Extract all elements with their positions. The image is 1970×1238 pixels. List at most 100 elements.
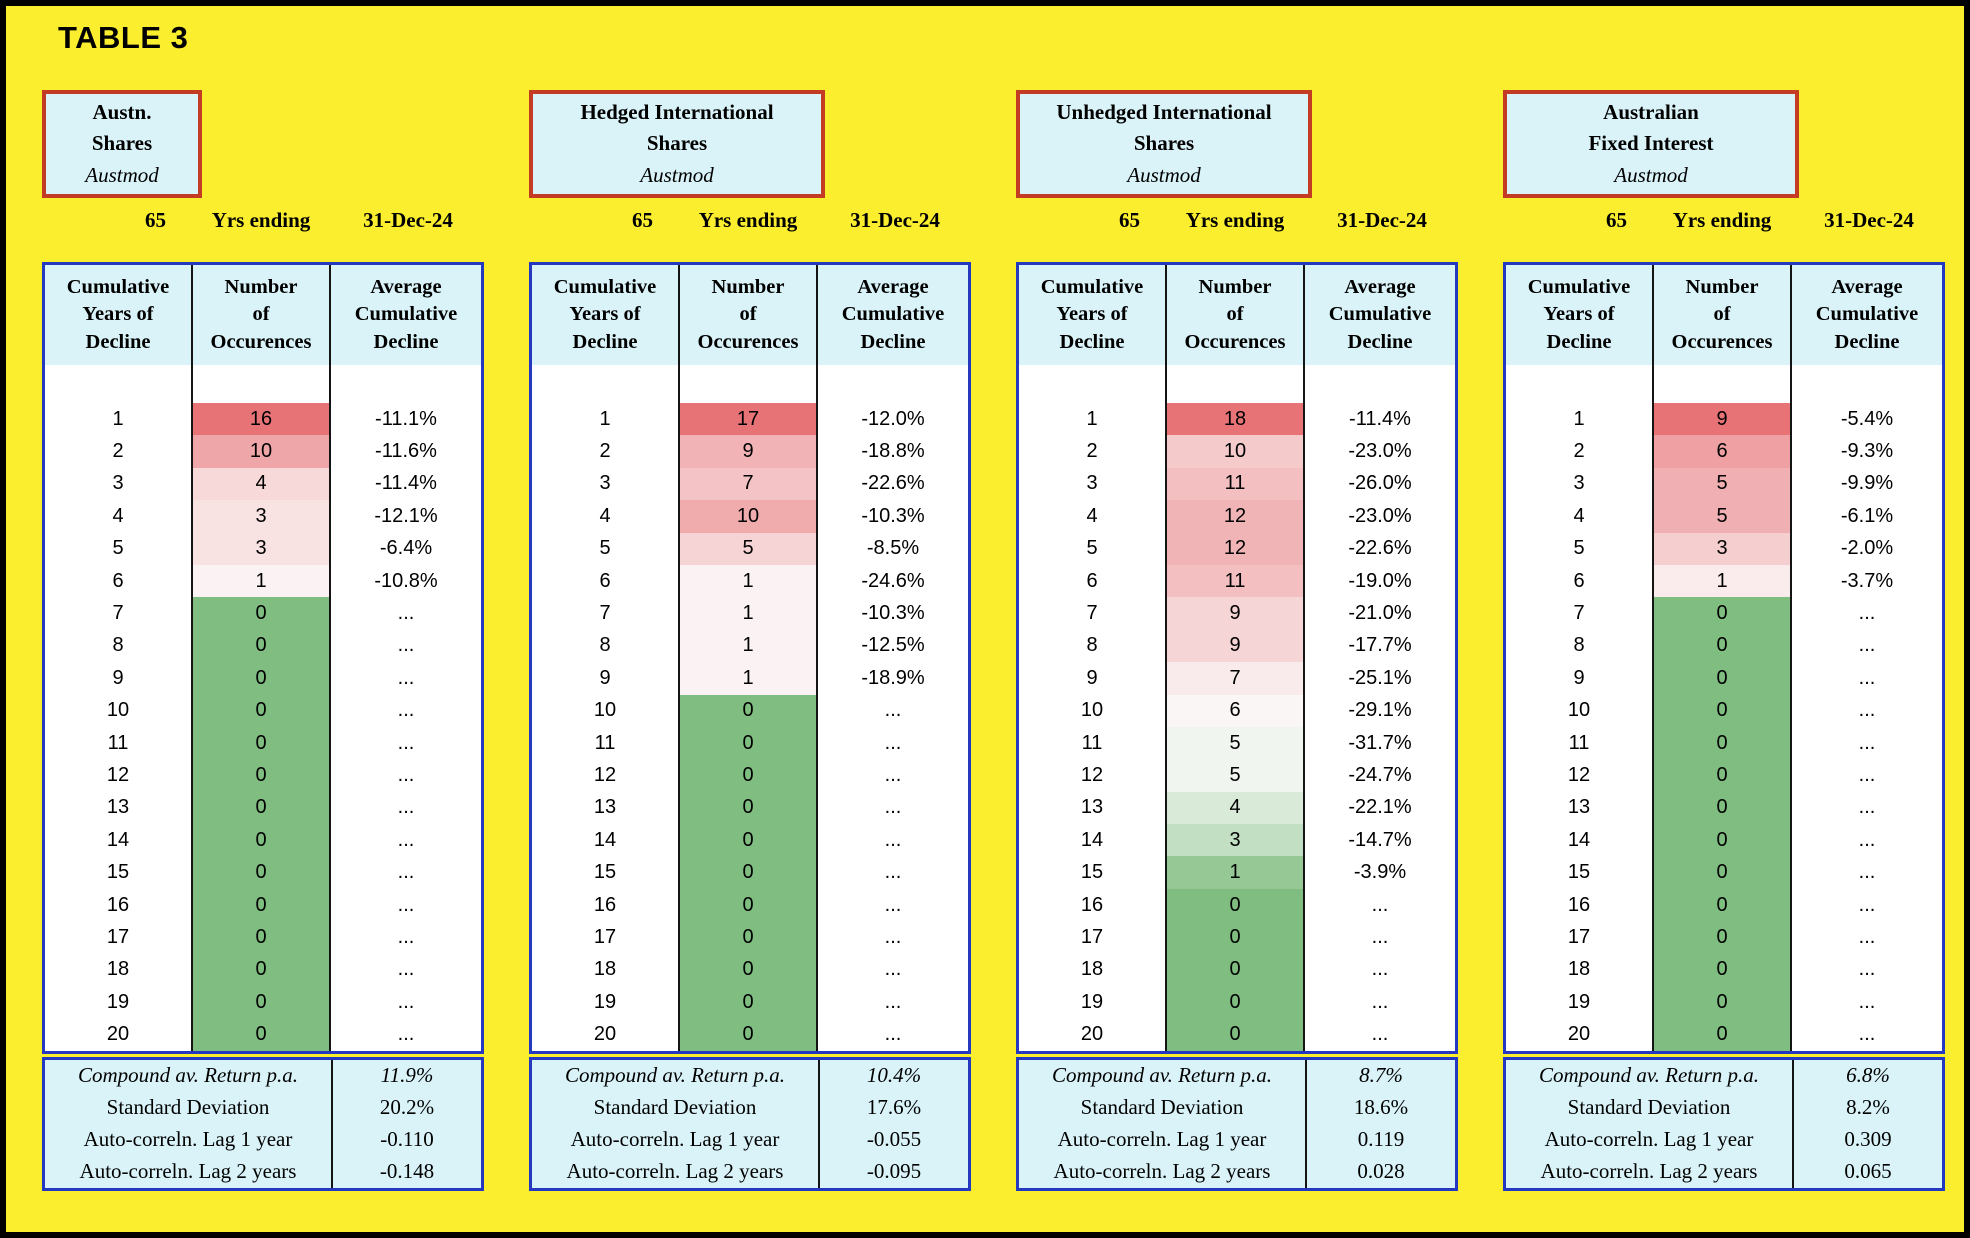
- occurrences-cell: 0: [191, 986, 331, 1019]
- occurrences-cell: 7: [1165, 662, 1305, 695]
- decline-cell: ...: [884, 861, 902, 884]
- stats-row: Auto-correln. Lag 1 year 0.119: [1019, 1123, 1455, 1156]
- spacer-row: [1019, 365, 1455, 403]
- occurrences-cell: 10: [191, 435, 331, 468]
- occurrences-cell: 1: [678, 629, 818, 663]
- occurrences-cell: 0: [191, 629, 331, 663]
- asset-header-box: Austn. Shares Austmod: [42, 90, 202, 198]
- data-row: 16 0...: [1506, 888, 1942, 922]
- occurrences-cell: 0: [678, 726, 818, 760]
- years-cell: 3: [1573, 472, 1585, 495]
- occurrences-cell: 0: [1165, 986, 1305, 1019]
- decline-cell: ...: [1371, 1023, 1389, 1046]
- data-row: 8 0...: [45, 629, 481, 663]
- period-end-date: 31-Dec-24: [1824, 207, 1914, 232]
- period-years: 65: [1606, 207, 1627, 232]
- data-row: 20 0...: [532, 1018, 968, 1051]
- occurrences-cell: 0: [678, 694, 818, 727]
- years-cell: 16: [106, 893, 130, 916]
- years-cell: 15: [593, 861, 617, 884]
- data-row: 20 0...: [45, 1018, 481, 1051]
- stats-value: 0.119: [1305, 1123, 1455, 1156]
- occurrences-cell: 11: [1165, 564, 1305, 598]
- years-cell: 4: [1086, 504, 1098, 527]
- period-years: 65: [632, 207, 653, 232]
- years-cell: 9: [1573, 666, 1585, 689]
- occurrences-cell: 0: [1652, 791, 1792, 825]
- stats-label: Standard Deviation: [106, 1095, 270, 1120]
- stats-label: Compound av. Return p.a.: [1538, 1063, 1760, 1088]
- data-row: 10 6 -29.1%: [1019, 694, 1455, 727]
- stats-row: Compound av. Return p.a. 11.9%: [45, 1059, 481, 1092]
- data-row: 15 0...: [45, 856, 481, 889]
- data-row: 20 0...: [1019, 1018, 1455, 1051]
- years-cell: 15: [106, 861, 130, 884]
- stats-row: Standard Deviation 20.2%: [45, 1091, 481, 1124]
- data-row: 7 0...: [1506, 597, 1942, 630]
- years-cell: 20: [1080, 1023, 1104, 1046]
- data-row: 15 0...: [1506, 856, 1942, 889]
- occurrences-cell: 0: [1165, 1018, 1305, 1051]
- occurrences-cell: 0: [191, 824, 331, 857]
- years-cell: 6: [1086, 569, 1098, 592]
- stats-value: 8.2%: [1792, 1091, 1942, 1124]
- data-row: 3 5 -9.9%: [1506, 467, 1942, 501]
- stats-row: Auto-correln. Lag 1 year -0.110: [45, 1123, 481, 1156]
- years-cell: 4: [1573, 504, 1585, 527]
- years-cell: 20: [593, 1023, 617, 1046]
- data-row: 5 5 -8.5%: [532, 532, 968, 565]
- header-cell-cumulative-years: Cumulative Years of Decline: [1506, 265, 1652, 365]
- data-row: 4 10 -10.3%: [532, 500, 968, 533]
- period-end-date: 31-Dec-24: [1337, 207, 1427, 232]
- data-row: 15 1 -3.9%: [1019, 856, 1455, 889]
- decline-cell: -14.7%: [1348, 828, 1412, 851]
- data-row: 18 0...: [1019, 953, 1455, 987]
- stats-label: Auto-correln. Lag 1 year: [1544, 1127, 1754, 1152]
- data-row: 11 0...: [1506, 726, 1942, 760]
- occurrences-cell: 3: [191, 532, 331, 565]
- years-cell: 11: [1568, 731, 1590, 754]
- data-row: 6 11 -19.0%: [1019, 564, 1455, 598]
- stats-row: Compound av. Return p.a. 6.8%: [1506, 1059, 1942, 1092]
- years-cell: 14: [593, 828, 617, 851]
- asset-panel: Hedged International Shares Austmod 65 Y…: [529, 90, 971, 1191]
- years-cell: 14: [106, 828, 130, 851]
- decline-cell: ...: [397, 763, 415, 786]
- decline-cell: ...: [397, 796, 415, 819]
- decline-cell: -6.1%: [1840, 504, 1894, 527]
- data-row: 6 1 -10.8%: [45, 564, 481, 598]
- years-cell: 17: [593, 925, 617, 948]
- years-cell: 8: [599, 634, 611, 657]
- data-row: 16 0...: [1019, 888, 1455, 922]
- data-row: 5 3 -2.0%: [1506, 532, 1942, 565]
- data-row: 1 16 -11.1%: [45, 403, 481, 436]
- occurrences-cell: 3: [1165, 824, 1305, 857]
- data-row: 9 7 -25.1%: [1019, 662, 1455, 695]
- asset-name-line1: Unhedged International: [1056, 99, 1272, 124]
- decline-cell: ...: [397, 925, 415, 948]
- header-cell-cumulative-years: Cumulative Years of Decline: [1019, 265, 1165, 365]
- decline-cell: ...: [1858, 763, 1876, 786]
- stats-label: Auto-correln. Lag 2 years: [1053, 1159, 1271, 1184]
- column-header-row: Cumulative Years of Decline Number of Occuren…: [532, 265, 968, 365]
- occurrences-cell: 0: [1165, 888, 1305, 922]
- decline-cell: -3.7%: [1840, 569, 1894, 592]
- data-row: 3 4 -11.4%: [45, 467, 481, 501]
- data-row: 17 0...: [1506, 921, 1942, 954]
- data-row: 3 11 -26.0%: [1019, 467, 1455, 501]
- stats-value: 8.7%: [1305, 1059, 1455, 1092]
- column-header-row: Cumulative Years of Decline Number of Occuren…: [1019, 265, 1455, 365]
- stats-value: 17.6%: [818, 1091, 968, 1124]
- years-cell: 14: [1567, 828, 1591, 851]
- occurrences-cell: 4: [1165, 791, 1305, 825]
- stats-value: 10.4%: [818, 1059, 968, 1092]
- years-cell: 12: [593, 763, 617, 786]
- header-cell-occurrences: Number of Occurences: [1652, 265, 1792, 365]
- years-cell: 15: [1080, 861, 1104, 884]
- years-cell: 16: [1080, 893, 1104, 916]
- occurrences-cell: 0: [1652, 1018, 1792, 1051]
- stats-value: 6.8%: [1792, 1059, 1942, 1092]
- years-cell: 7: [112, 602, 124, 625]
- header-cell-average-decline: Average Cumulative Decline: [1792, 265, 1942, 365]
